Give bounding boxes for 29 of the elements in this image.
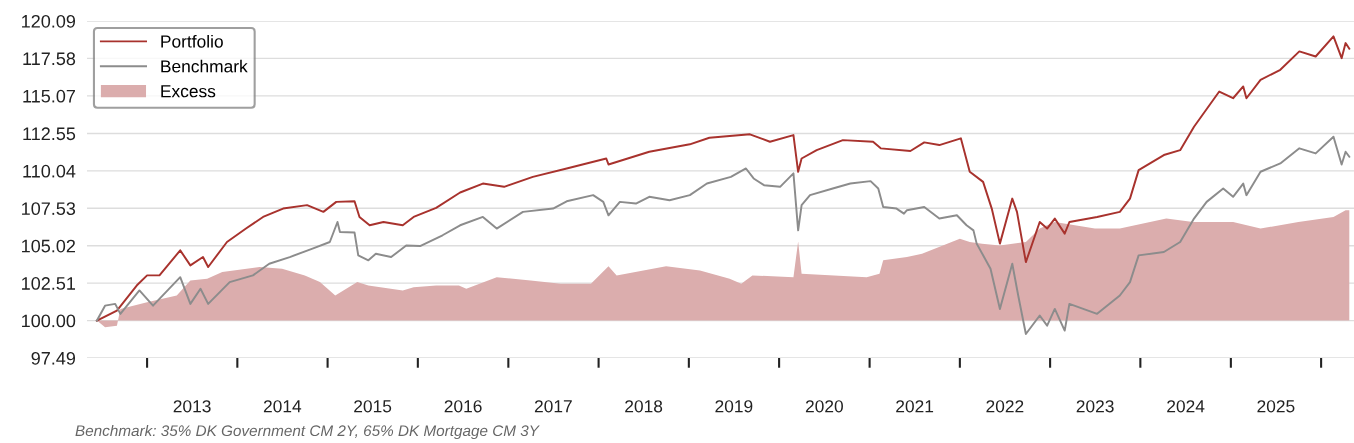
legend-label: Excess [161, 85, 216, 98]
x-tick-label: 2015 [354, 400, 392, 413]
y-tick-label: 107.53 [22, 202, 76, 216]
line-series [95, 135, 1351, 335]
y-tick-label: 97.49 [31, 351, 76, 365]
legend-label: Portfolio [161, 34, 223, 48]
y-tick-label: 112.55 [23, 127, 76, 141]
x-tick-label: 2023 [1076, 400, 1114, 413]
y-tick-label: 105.02 [22, 239, 75, 253]
x-tick-label: 2014 [263, 400, 302, 413]
text: Benchmark: 35% DK Government CM 2Y, 65% DK Mortgage CM 3Y [75, 424, 540, 440]
y-tick-label: 120.09 [22, 14, 76, 28]
y-tick-label: 117.58 [23, 52, 76, 66]
line-series [95, 35, 1351, 322]
x-tick-label: 2016 [444, 400, 482, 413]
y-tick-label: 110.04 [23, 164, 76, 178]
x-tick-label: 2024 [1167, 400, 1205, 413]
x-tick-label: 2019 [715, 400, 753, 413]
x-tick-label: 2021 [896, 400, 934, 413]
x-tick-label: 2018 [625, 400, 663, 413]
x-tick-label: 2025 [1257, 400, 1295, 413]
y-tick-label: 115.07 [23, 89, 75, 103]
legend-label: Benchmark [161, 59, 248, 73]
x-tick-label: 2020 [805, 400, 843, 413]
y-tick-label: 102.51 [22, 277, 76, 290]
y-tick-label: 100.00 [22, 314, 76, 328]
x-tick-label: 2022 [986, 400, 1024, 413]
x-tick-label: 2013 [173, 400, 211, 413]
x-tick-label: 2017 [534, 400, 572, 413]
